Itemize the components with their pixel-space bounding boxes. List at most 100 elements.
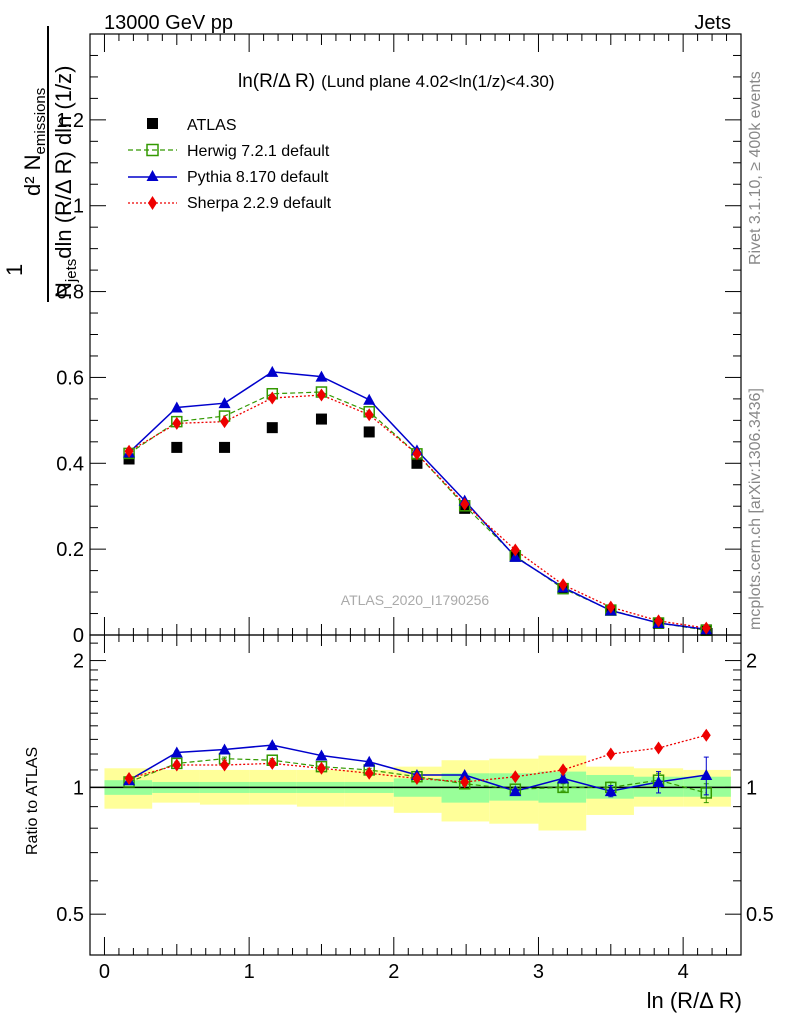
main-pythia-line: [128, 371, 707, 631]
ylabel-denominator: Njetsdln (R/Δ R) dln (1/z): [51, 66, 80, 298]
main-ytick-label: 1: [73, 196, 84, 218]
main-sherpa-point: [701, 621, 711, 635]
main-ytick-label: 0: [73, 625, 84, 647]
legend: ATLAS Herwig 7.2.1 default Pythia 8.170 …: [128, 117, 332, 212]
main-ytick-label: 0.4: [56, 453, 84, 475]
mcplots-label: mcplots.cern.ch [arXiv:1306.3436]: [747, 388, 764, 630]
ratio-pythia-point: [315, 749, 328, 761]
ratio-xtick-label: 3: [533, 961, 544, 983]
main-atlas-point: [266, 422, 278, 434]
ratio-sherpa-point: [558, 763, 568, 777]
main-plot: 0 0.2 0.4 0.6 0.8 1 1.2: [56, 33, 742, 647]
ratio-sherpa-point: [220, 758, 230, 772]
main-pythia-point: [315, 370, 328, 382]
legend-sherpa-marker: [148, 196, 157, 210]
legend-atlas-marker: [147, 118, 158, 129]
ratio-sherpa-point: [364, 766, 374, 780]
ratio-pythia-point: [509, 785, 522, 797]
main-sherpa-point: [124, 444, 134, 458]
legend-pythia-label: Pythia 8.170 default: [187, 169, 329, 186]
main-pythia-point: [363, 393, 376, 405]
ratio-sherpa-point: [172, 758, 182, 772]
ratio-xtick-label: 2: [388, 961, 399, 983]
main-sherpa-point: [172, 416, 182, 430]
ylabel-one: 1: [2, 264, 27, 276]
main-sherpa-point: [558, 578, 568, 592]
main-atlas-point: [171, 441, 183, 453]
main-title-sub: (Lund plane 4.02<ln(1/z)<4.30): [321, 72, 554, 91]
ylabel-num-main: d² N: [20, 154, 45, 196]
main-sherpa-point: [220, 415, 230, 429]
x-axis-title: ln (R/Δ R): [647, 988, 742, 1013]
ylabel-numerator: d² Nemissions: [20, 88, 49, 196]
process-label: Jets: [694, 12, 731, 34]
ratio-sherpa-point: [606, 747, 616, 761]
main-sherpa-point: [412, 447, 422, 461]
main-ytick-label: 0.8: [56, 282, 84, 304]
ylabel-den-b: dln (R/Δ R) dln (1/z): [51, 66, 76, 259]
ratio-sherpa-point: [316, 761, 326, 775]
ylabel-num-sub: emissions: [32, 88, 49, 155]
rivet-label: Rivet 3.1.10, ≥ 400k events: [747, 71, 764, 265]
ratio-herwig-point: [557, 781, 569, 794]
ratio-sherpa-point: [460, 775, 470, 789]
main-ytick-label: 1.2: [56, 110, 84, 132]
main-sherpa-point: [316, 388, 326, 402]
analysis-watermark: ATLAS_2020_I1790256: [341, 592, 490, 608]
ratio-ylabel: Ratio to ATLAS: [24, 747, 41, 855]
legend-sherpa-label: Sherpa 2.2.9 default: [187, 195, 332, 212]
main-ylabel: 1 d² Nemissions Njetsdln (R/Δ R) dln (1/…: [2, 26, 80, 302]
ratio-pythia-point: [557, 772, 570, 784]
main-atlas-point: [219, 441, 231, 453]
main-atlas-point: [411, 457, 423, 469]
legend-herwig-label: Herwig 7.2.1 default: [187, 143, 330, 160]
main-pythia-point: [170, 401, 183, 413]
ratio-pythia-point: [363, 755, 376, 767]
main-title: ln(R/Δ R) (Lund plane 4.02<ln(1/z)<4.30): [238, 71, 555, 92]
ratio-xtick-label: 0: [99, 961, 110, 983]
ratio-xtick-label: 4: [678, 961, 689, 983]
ylabel-den-a: N: [51, 282, 76, 298]
ratio-frame: [89, 634, 742, 956]
ratio-pythia-point: [604, 785, 617, 797]
ratio-sherpa-point: [701, 728, 711, 742]
ratio-ytick-label: 1: [73, 777, 84, 799]
main-sherpa-point: [460, 497, 470, 511]
ratio-ytick-label-right: 2: [746, 651, 757, 673]
ratio-ytick-label: 2: [73, 651, 84, 673]
ratio-pythia-point: [652, 775, 665, 787]
ratio-sherpa-point: [267, 756, 277, 770]
legend-herwig-marker: [146, 143, 159, 157]
legend-pythia-marker: [146, 170, 159, 181]
ratio-pythia-point: [700, 768, 713, 780]
main-pythia-point: [218, 397, 231, 409]
main-sherpa-point: [267, 391, 277, 405]
ratio-ytick-label-right: 0.5: [746, 904, 774, 926]
ratio-plot: 0 1 2 3 4 0.5 0.5 1 1 2 2: [56, 634, 774, 983]
legend-atlas-label: ATLAS: [187, 117, 237, 134]
main-ytick-label: 0.6: [56, 367, 84, 389]
main-atlas-point: [315, 413, 327, 425]
main-sherpa-point: [510, 543, 520, 557]
main-pythia-point: [266, 365, 279, 377]
ratio-sherpa-point: [510, 770, 520, 784]
ratio-pythia-point: [266, 739, 279, 751]
main-atlas-point: [363, 426, 375, 438]
ratio-sherpa-point: [654, 741, 664, 755]
ratio-pythia-point: [170, 746, 183, 758]
main-sherpa-point: [654, 614, 664, 628]
ratio-ytick-label: 0.5: [56, 904, 84, 926]
energy-label: 13000 GeV pp: [104, 12, 233, 34]
ratio-pythia-point: [458, 768, 471, 780]
ratio-ytick-label-right: 1: [746, 777, 757, 799]
ylabel-den-sub: jets: [63, 259, 80, 283]
main-sherpa-point: [364, 408, 374, 422]
main-ytick-label: 0.2: [56, 539, 84, 561]
ratio-sherpa-point: [124, 771, 134, 785]
ratio-pythia-point: [218, 743, 231, 755]
main-title-main: ln(R/Δ R): [238, 71, 315, 92]
main-sherpa-point: [606, 600, 616, 614]
ratio-sherpa-point: [412, 771, 422, 785]
ratio-xtick-label: 1: [244, 961, 255, 983]
